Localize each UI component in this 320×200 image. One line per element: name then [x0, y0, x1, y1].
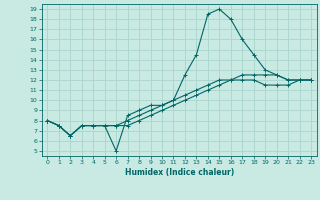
X-axis label: Humidex (Indice chaleur): Humidex (Indice chaleur)	[124, 168, 234, 177]
